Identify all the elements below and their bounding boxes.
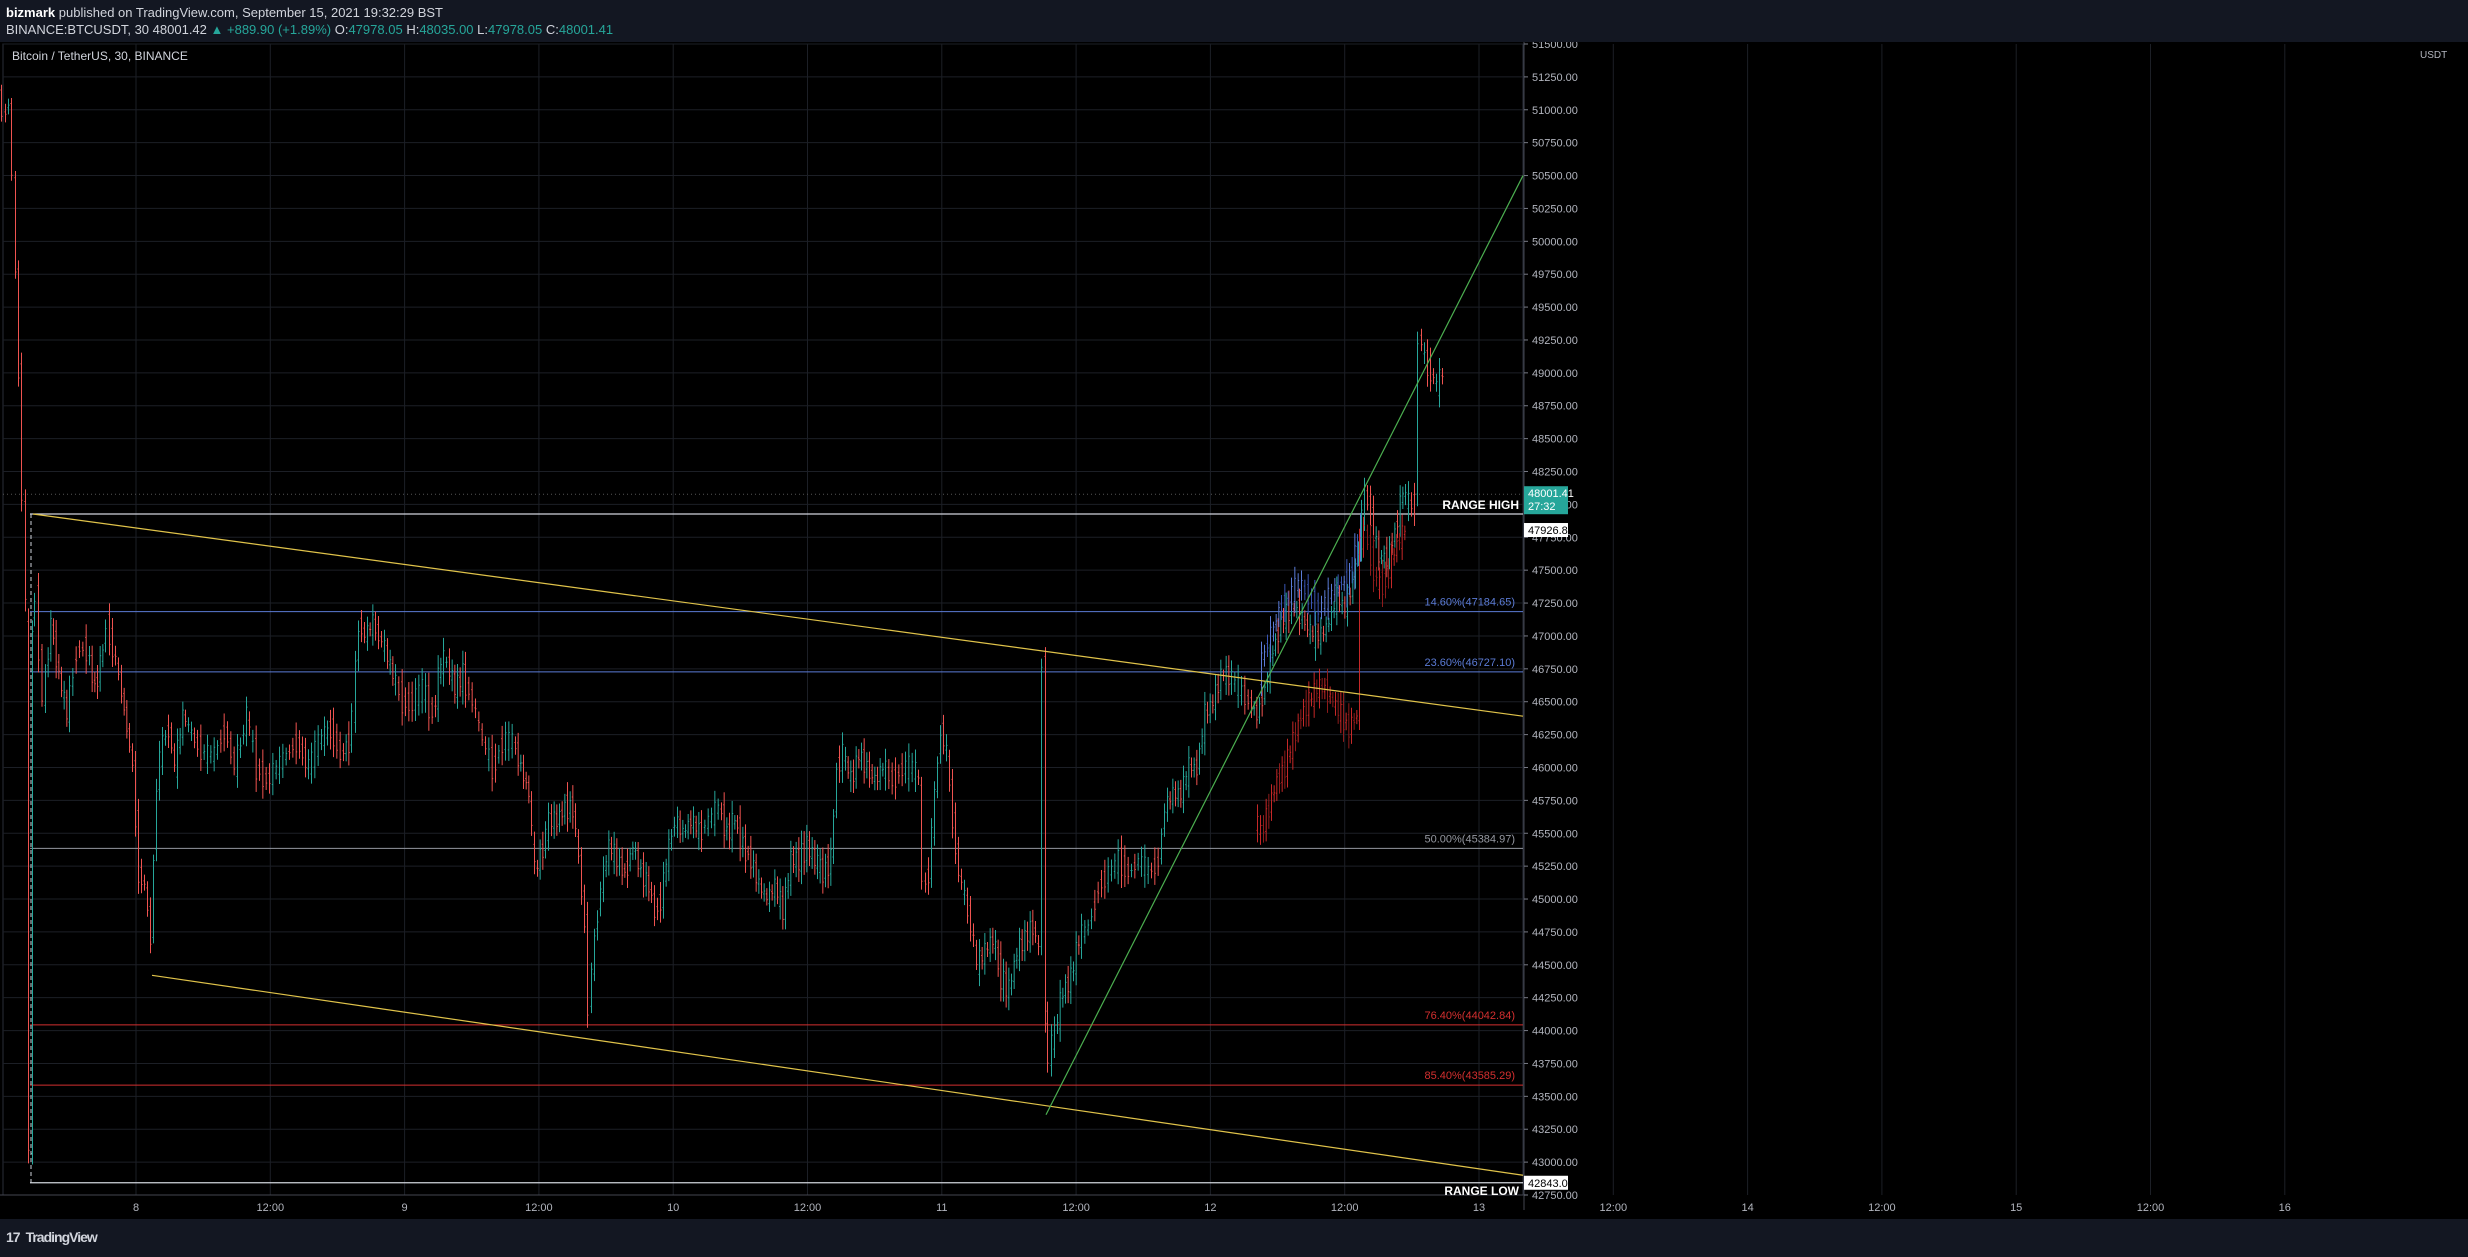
price-tick-label: 51250.00: [1532, 72, 1578, 84]
price-tick-label: 46250.00: [1532, 730, 1578, 742]
published-text: published on TradingView.com, September …: [58, 5, 444, 20]
publish-line: bizmark published on TradingView.com, Se…: [6, 5, 443, 20]
range-low-badge: [1524, 1175, 1568, 1190]
price-tick-label: 48500.00: [1532, 434, 1578, 446]
range-lines: [3, 493, 1523, 1184]
price-change: ▲ +889.90 (+1.89%): [210, 22, 332, 37]
tv-logo-text: TradingView: [25, 1229, 98, 1245]
time-tick-label: 12:00: [1331, 1202, 1359, 1214]
candle-series: [0, 84, 1444, 1165]
last-price: 48001.42: [152, 22, 207, 37]
price-tick-label: 43250.00: [1532, 1124, 1578, 1136]
time-tick-label: 10: [667, 1202, 679, 1214]
time-tick-label: 13: [1473, 1202, 1485, 1214]
tradingview-logo[interactable]: 17 TradingView: [6, 1229, 103, 1247]
price-tick-label: 45000.00: [1532, 894, 1578, 906]
ohlc-line: BINANCE:BTCUSDT, 30 48001.42 ▲ +889.90 (…: [6, 22, 613, 37]
open-value: 47978.05: [348, 22, 403, 37]
price-tick-label: 43500.00: [1532, 1091, 1578, 1103]
marker-price-badge: [1524, 523, 1568, 538]
price-tick-label: 45250.00: [1532, 861, 1578, 873]
low-label: L:: [477, 22, 489, 37]
time-tick-label: 16: [2279, 1202, 2291, 1214]
chart-header: bizmark published on TradingView.com, Se…: [0, 0, 2468, 42]
price-tick-label: 51500.00: [1532, 42, 1578, 51]
time-tick-label: 12:00: [257, 1202, 285, 1214]
time-tick-label: 12:00: [2137, 1202, 2165, 1214]
price-tick-label: 44000.00: [1532, 1026, 1578, 1038]
time-tick-label: 11: [936, 1202, 947, 1214]
price-chart[interactable]: 14.60%(47184.65) 23.60%(46727.10) 50.00%(4…: [0, 42, 2468, 1219]
chart-title: Bitcoin / TetherUS, 30, BINANCE: [12, 49, 188, 63]
time-axis[interactable]: 8 12:00 9 12:00 10 12:00 11 12:00 12 12:00 13 12:00…: [0, 1194, 2291, 1214]
price-tick-label: 46750.00: [1532, 664, 1578, 676]
symbol-label: BINANCE:BTCUSDT, 30: [6, 22, 150, 37]
price-tick-label: 49500.00: [1532, 302, 1578, 314]
price-tick-label: 48750.00: [1532, 401, 1578, 413]
price-tick-label: 51000.00: [1532, 105, 1578, 117]
price-tick-label: 50500.00: [1532, 171, 1578, 183]
publisher-name[interactable]: bizmark: [6, 5, 56, 20]
time-tick-label: 12:00: [794, 1202, 822, 1214]
chart-background: [0, 42, 2468, 1219]
marker-price-label: 47926.89: [1528, 525, 1574, 537]
price-tick-label: 48250.00: [1532, 467, 1578, 479]
price-tick-label: 50750.00: [1532, 138, 1578, 150]
fib-label: 50.00%(45384.97): [1424, 833, 1515, 845]
price-tick-label: 47000.00: [1532, 631, 1578, 643]
lower-channel-line: [151, 974, 1524, 1176]
price-tick-label: 50250.00: [1532, 203, 1578, 215]
high-value: 48035.00: [419, 22, 474, 37]
fib-levels: 14.60%(47184.65) 23.60%(46727.10) 50.00%(4…: [30, 597, 1523, 1086]
range-high-label: RANGE HIGH: [1442, 498, 1519, 512]
price-tick-label: 43750.00: [1532, 1058, 1578, 1070]
price-axis[interactable]: 42750.00 43000.00 43250.00 43500.00 43750.00…: [1523, 42, 1578, 1210]
price-tick-label: 47500.00: [1532, 565, 1578, 577]
price-tick-label: 49250.00: [1532, 335, 1578, 347]
low-value: 47978.05: [488, 22, 543, 37]
price-tick-label: 44750.00: [1532, 927, 1578, 939]
upper-channel-line: [32, 513, 1524, 717]
time-tick-label: 14: [1741, 1202, 1753, 1214]
high-label: H:: [406, 22, 420, 37]
fib-label: 23.60%(46727.10): [1424, 657, 1515, 669]
time-tick-label: 12:00: [1062, 1202, 1090, 1214]
fib-label: 85.40%(43585.29): [1424, 1070, 1515, 1082]
range-low-label: RANGE LOW: [1444, 1184, 1519, 1198]
rising-support-line: [1045, 175, 1524, 1116]
price-tick-label: 49000.00: [1532, 368, 1578, 380]
price-tick-label: 42750.00: [1532, 1190, 1578, 1202]
price-tick-label: 46500.00: [1532, 697, 1578, 709]
fib-label: 14.60%(47184.65): [1424, 597, 1515, 609]
range-low-value-label: 42843.05: [1528, 1178, 1574, 1190]
time-tick-label: 15: [2010, 1202, 2022, 1214]
time-tick-label: 9: [402, 1202, 408, 1214]
price-tick-label: 47250.00: [1532, 598, 1578, 610]
trend-lines: [32, 175, 1524, 1176]
time-tick-label: 12:00: [1868, 1202, 1896, 1214]
price-tick-label: 43000.00: [1532, 1157, 1578, 1169]
time-tick-label: 12:00: [525, 1202, 553, 1214]
currency-label: USDT: [2420, 50, 2447, 61]
chart-footer: 17 TradingView: [0, 1219, 2468, 1257]
price-tick-label: 46000.00: [1532, 762, 1578, 774]
time-tick-label: 8: [133, 1202, 139, 1214]
last-price-label: 48001.41: [1528, 488, 1574, 500]
price-tick-label: 44250.00: [1532, 993, 1578, 1005]
countdown-label: 27:32: [1528, 501, 1556, 513]
fib-label: 76.40%(44042.84): [1424, 1010, 1515, 1022]
price-tick-label: 45500.00: [1532, 828, 1578, 840]
price-tick-label: 50000.00: [1532, 236, 1578, 248]
time-tick-label: 12:00: [1600, 1202, 1628, 1214]
price-tick-label: 49750.00: [1532, 269, 1578, 281]
close-label: C:: [545, 22, 559, 37]
tv-logo-icon: 17: [6, 1229, 21, 1245]
price-tick-label: 45750.00: [1532, 795, 1578, 807]
time-tick-label: 12: [1204, 1202, 1216, 1214]
last-price-badge: [1524, 486, 1568, 515]
open-label: O:: [334, 22, 349, 37]
close-value: 48001.41: [558, 22, 614, 37]
price-tick-label: 44500.00: [1532, 960, 1578, 972]
